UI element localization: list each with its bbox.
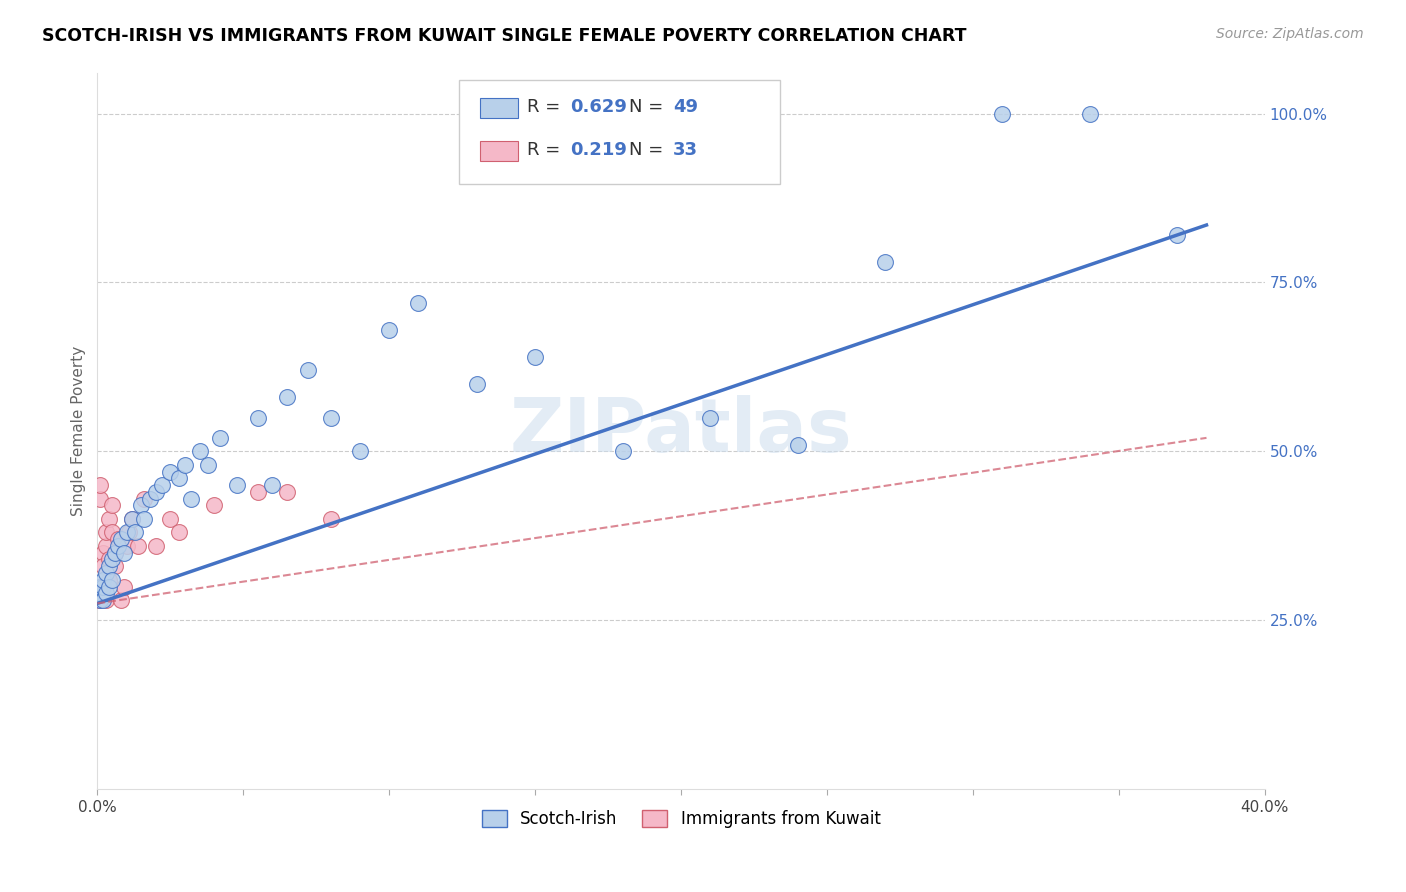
Scotch-Irish: [197, 458, 219, 472]
Immigrants from Kuwait: [276, 484, 298, 499]
Scotch-Irish: [101, 552, 124, 566]
Immigrants from Kuwait: [91, 546, 114, 560]
Text: N =: N =: [628, 141, 669, 160]
Immigrants from Kuwait: [94, 539, 117, 553]
Scotch-Irish: [408, 295, 430, 310]
Scotch-Irish: [91, 593, 114, 607]
Immigrants from Kuwait: [115, 539, 138, 553]
Scotch-Irish: [107, 539, 129, 553]
Scotch-Irish: [89, 593, 111, 607]
Immigrants from Kuwait: [89, 491, 111, 506]
Immigrants from Kuwait: [91, 559, 114, 574]
Immigrants from Kuwait: [94, 525, 117, 540]
Scotch-Irish: [262, 478, 284, 492]
Text: 0.219: 0.219: [571, 141, 627, 160]
Scotch-Irish: [159, 465, 181, 479]
Scotch-Irish: [94, 586, 117, 600]
Scotch-Irish: [786, 437, 808, 451]
Text: Source: ZipAtlas.com: Source: ZipAtlas.com: [1216, 27, 1364, 41]
Immigrants from Kuwait: [87, 593, 110, 607]
Scotch-Irish: [98, 580, 121, 594]
Legend: Scotch-Irish, Immigrants from Kuwait: Scotch-Irish, Immigrants from Kuwait: [475, 803, 887, 835]
Scotch-Irish: [132, 512, 155, 526]
Scotch-Irish: [94, 566, 117, 580]
Y-axis label: Single Female Poverty: Single Female Poverty: [72, 346, 86, 516]
Scotch-Irish: [349, 444, 371, 458]
Scotch-Irish: [98, 559, 121, 574]
Scotch-Irish: [139, 491, 162, 506]
Text: R =: R =: [527, 98, 567, 116]
Immigrants from Kuwait: [91, 580, 114, 594]
Immigrants from Kuwait: [98, 512, 121, 526]
Scotch-Irish: [1166, 228, 1188, 243]
Scotch-Irish: [104, 546, 127, 560]
Scotch-Irish: [145, 484, 167, 499]
Scotch-Irish: [115, 525, 138, 540]
Scotch-Irish: [174, 458, 197, 472]
Scotch-Irish: [91, 573, 114, 587]
Text: 33: 33: [673, 141, 697, 160]
Scotch-Irish: [89, 580, 111, 594]
Scotch-Irish: [188, 444, 211, 458]
Scotch-Irish: [297, 363, 319, 377]
Immigrants from Kuwait: [145, 539, 167, 553]
Scotch-Irish: [226, 478, 249, 492]
Scotch-Irish: [1078, 106, 1101, 120]
Immigrants from Kuwait: [89, 478, 111, 492]
Text: R =: R =: [527, 141, 567, 160]
Immigrants from Kuwait: [246, 484, 269, 499]
Scotch-Irish: [378, 323, 401, 337]
Scotch-Irish: [465, 376, 488, 391]
FancyBboxPatch shape: [481, 141, 517, 161]
Scotch-Irish: [112, 546, 135, 560]
Immigrants from Kuwait: [104, 559, 127, 574]
Immigrants from Kuwait: [319, 512, 342, 526]
Immigrants from Kuwait: [202, 499, 225, 513]
Scotch-Irish: [91, 580, 114, 594]
Immigrants from Kuwait: [94, 593, 117, 607]
Scotch-Irish: [124, 525, 146, 540]
Scotch-Irish: [208, 431, 231, 445]
Immigrants from Kuwait: [132, 491, 155, 506]
Immigrants from Kuwait: [89, 580, 111, 594]
Immigrants from Kuwait: [104, 546, 127, 560]
FancyBboxPatch shape: [460, 80, 780, 184]
Scotch-Irish: [101, 573, 124, 587]
Scotch-Irish: [150, 478, 173, 492]
Scotch-Irish: [319, 410, 342, 425]
Immigrants from Kuwait: [98, 552, 121, 566]
Scotch-Irish: [699, 410, 721, 425]
Scotch-Irish: [110, 532, 132, 546]
Immigrants from Kuwait: [101, 499, 124, 513]
Text: 0.629: 0.629: [571, 98, 627, 116]
Scotch-Irish: [246, 410, 269, 425]
Immigrants from Kuwait: [87, 586, 110, 600]
Scotch-Irish: [612, 444, 634, 458]
Immigrants from Kuwait: [107, 532, 129, 546]
Text: SCOTCH-IRISH VS IMMIGRANTS FROM KUWAIT SINGLE FEMALE POVERTY CORRELATION CHART: SCOTCH-IRISH VS IMMIGRANTS FROM KUWAIT S…: [42, 27, 967, 45]
Immigrants from Kuwait: [127, 539, 149, 553]
Scotch-Irish: [276, 390, 298, 404]
Scotch-Irish: [129, 499, 152, 513]
Immigrants from Kuwait: [121, 512, 143, 526]
Scotch-Irish: [180, 491, 202, 506]
Immigrants from Kuwait: [101, 525, 124, 540]
Scotch-Irish: [167, 471, 190, 485]
FancyBboxPatch shape: [481, 98, 517, 118]
Scotch-Irish: [524, 350, 547, 364]
Immigrants from Kuwait: [112, 580, 135, 594]
Scotch-Irish: [875, 255, 897, 269]
Immigrants from Kuwait: [159, 512, 181, 526]
Immigrants from Kuwait: [118, 525, 141, 540]
Text: ZIPatlas: ZIPatlas: [510, 394, 852, 467]
Immigrants from Kuwait: [98, 573, 121, 587]
Immigrants from Kuwait: [110, 593, 132, 607]
Scotch-Irish: [121, 512, 143, 526]
Text: 49: 49: [673, 98, 697, 116]
Scotch-Irish: [991, 106, 1014, 120]
Scotch-Irish: [89, 586, 111, 600]
Text: N =: N =: [628, 98, 669, 116]
Immigrants from Kuwait: [167, 525, 190, 540]
